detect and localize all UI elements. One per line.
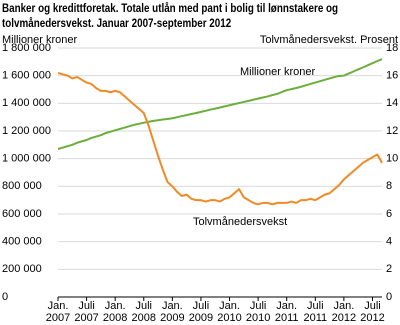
y2-tick-label: 8 — [386, 180, 392, 192]
series-label: Millioner kroner — [240, 66, 316, 78]
y-tick-label: 1 400 000 — [2, 97, 51, 109]
y2-tick-label: 16 — [386, 70, 398, 82]
y2-tick-label: 0 — [386, 291, 392, 303]
y-tick-label: 800 000 — [2, 180, 42, 192]
x-tick-label: Jan. 2011 — [274, 300, 299, 324]
y2-tick-label: 4 — [386, 236, 392, 248]
y-tick-label: 1 600 000 — [2, 70, 51, 82]
y-tick-label: 400 000 — [2, 236, 42, 248]
y2-tick-label: 10 — [386, 153, 398, 165]
y-axis-label: Millioner kroner — [2, 34, 78, 46]
y2-tick-label: 6 — [386, 208, 392, 220]
y-tick-label: 1 200 000 — [2, 125, 51, 137]
y2-tick-label: 2 — [386, 263, 392, 275]
series-line — [57, 71, 383, 206]
x-tick-label: Juli 2011 — [303, 300, 328, 324]
x-tick-label: Jan. 2007 — [45, 300, 71, 324]
x-tick-label: Juli 2009 — [188, 300, 214, 324]
y-tick-label: 600 000 — [2, 208, 42, 220]
y2-tick-label: 18 — [386, 42, 398, 54]
x-tick-label: Jan. 2012 — [331, 300, 357, 324]
y-tick-label: 1 000 000 — [2, 153, 51, 165]
x-tick-label: Jan. 2010 — [217, 300, 242, 324]
x-tick-label: Jan. 2008 — [102, 300, 128, 324]
y-tick-label: 0 — [2, 291, 8, 303]
series-line — [57, 58, 383, 150]
y-tick-label: 1 800 000 — [2, 42, 51, 54]
y2-tick-label: 12 — [386, 125, 398, 137]
x-tick-label: Juli 2007 — [74, 300, 99, 324]
y2-axis-label: Tolvmånedersvekst. Prosent — [260, 34, 398, 46]
y2-tick-label: 14 — [386, 97, 398, 109]
x-tick-label: Juli 2008 — [131, 300, 156, 324]
series-label: Tolvmånedersvekst — [193, 216, 287, 228]
x-tick-label: Juli 2012 — [360, 300, 385, 324]
y-tick-label: 200 000 — [2, 263, 42, 275]
chart-title: Banker og kredittforetak. Totale utlån m… — [2, 1, 339, 30]
x-tick-label: Jan. 2009 — [160, 300, 185, 324]
x-tick-label: Juli 2010 — [245, 300, 271, 324]
